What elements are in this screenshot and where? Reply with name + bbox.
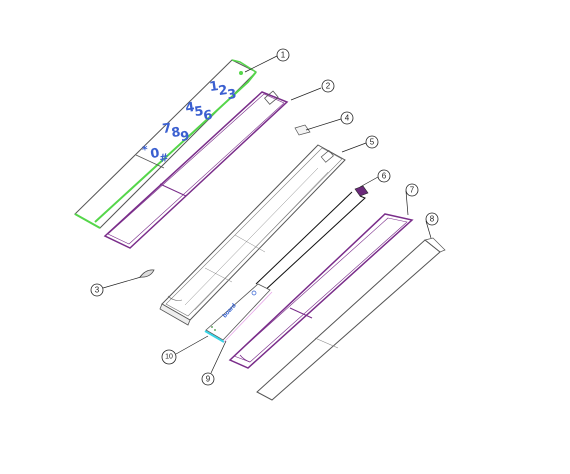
part-7-gasket-lower xyxy=(228,213,414,369)
callout-number: 1 xyxy=(281,51,286,60)
keypad-digit: * xyxy=(141,143,149,157)
part-2-gasket-frame xyxy=(103,90,289,249)
callout-number: 8 xyxy=(430,215,435,224)
keypad-digit: 1 xyxy=(208,79,219,95)
callout-number: 10 xyxy=(165,354,173,361)
keypad-digit: 0 xyxy=(149,146,160,162)
callout-number: 6 xyxy=(382,172,387,181)
keypad-digit: 9 xyxy=(179,129,190,145)
keypad-digit: 5 xyxy=(193,104,204,120)
keypad-digit-group: 1 2 3 4 5 6 7 8 9 * 0 # xyxy=(141,79,237,165)
callout-2: 2 xyxy=(321,79,335,93)
callout-5: 5 xyxy=(365,135,379,149)
callout-4: 4 xyxy=(340,111,354,125)
part-6-cable xyxy=(255,185,369,294)
part-1-keypad-panel: 1 2 3 4 5 6 7 8 9 * 0 # xyxy=(74,59,257,229)
callout-8: 8 xyxy=(425,212,439,226)
leader-lines xyxy=(102,55,432,374)
part-9-circuit-board: board xyxy=(204,283,273,343)
keypad-digit: 6 xyxy=(202,108,213,124)
callout-1: 1 xyxy=(276,48,290,62)
callout-10: 10 xyxy=(161,349,177,365)
keypad-digit: 2 xyxy=(217,83,228,99)
callout-number: 3 xyxy=(95,286,100,295)
callout-number: 2 xyxy=(326,82,331,91)
callout-7: 7 xyxy=(405,183,419,197)
callout-6: 6 xyxy=(377,169,391,183)
callout-9: 9 xyxy=(201,372,215,386)
callout-number: 5 xyxy=(370,138,375,147)
callout-number: 9 xyxy=(206,375,211,384)
callout-number: 4 xyxy=(345,114,350,123)
keypad-digit: 7 xyxy=(161,121,172,137)
part-4-tab xyxy=(294,124,311,136)
part-8-back-cover xyxy=(256,237,446,401)
part-3-clip xyxy=(139,269,155,278)
status-led-icon xyxy=(239,71,243,75)
part-5-housing xyxy=(159,144,346,326)
callout-number: 7 xyxy=(410,186,415,195)
keypad-digit: # xyxy=(159,151,170,165)
keypad-digit: 3 xyxy=(226,87,237,103)
keypad-digit: 8 xyxy=(170,125,181,141)
keypad-digit: 4 xyxy=(184,100,195,116)
callout-3: 3 xyxy=(90,283,104,297)
